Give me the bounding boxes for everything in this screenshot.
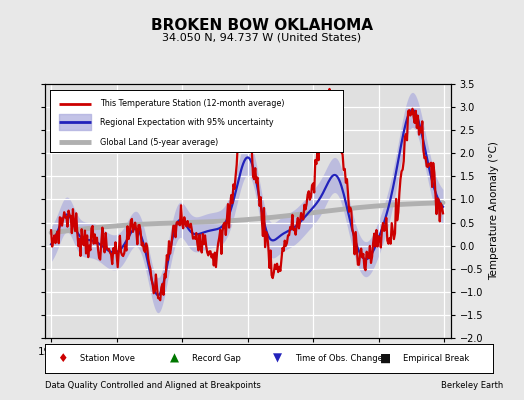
Text: Berkeley Earth: Berkeley Earth xyxy=(441,382,503,390)
Text: Record Gap: Record Gap xyxy=(192,354,241,363)
Text: Regional Expectation with 95% uncertainty: Regional Expectation with 95% uncertaint… xyxy=(100,118,274,127)
Text: ♦: ♦ xyxy=(57,352,68,365)
Text: Empirical Break: Empirical Break xyxy=(403,354,469,363)
Text: Global Land (5-year average): Global Land (5-year average) xyxy=(100,138,218,146)
Text: ■: ■ xyxy=(379,352,390,365)
Text: ▼: ▼ xyxy=(273,352,282,365)
Text: Data Quality Controlled and Aligned at Breakpoints: Data Quality Controlled and Aligned at B… xyxy=(45,382,260,390)
Text: Station Move: Station Move xyxy=(80,354,135,363)
Text: 34.050 N, 94.737 W (United States): 34.050 N, 94.737 W (United States) xyxy=(162,33,362,43)
Text: Time of Obs. Change: Time of Obs. Change xyxy=(296,354,384,363)
Text: BROKEN BOW OKLAHOMA: BROKEN BOW OKLAHOMA xyxy=(151,18,373,33)
Y-axis label: Temperature Anomaly (°C): Temperature Anomaly (°C) xyxy=(489,142,499,280)
Text: ▲: ▲ xyxy=(170,352,179,365)
Text: This Temperature Station (12-month average): This Temperature Station (12-month avera… xyxy=(100,99,284,108)
